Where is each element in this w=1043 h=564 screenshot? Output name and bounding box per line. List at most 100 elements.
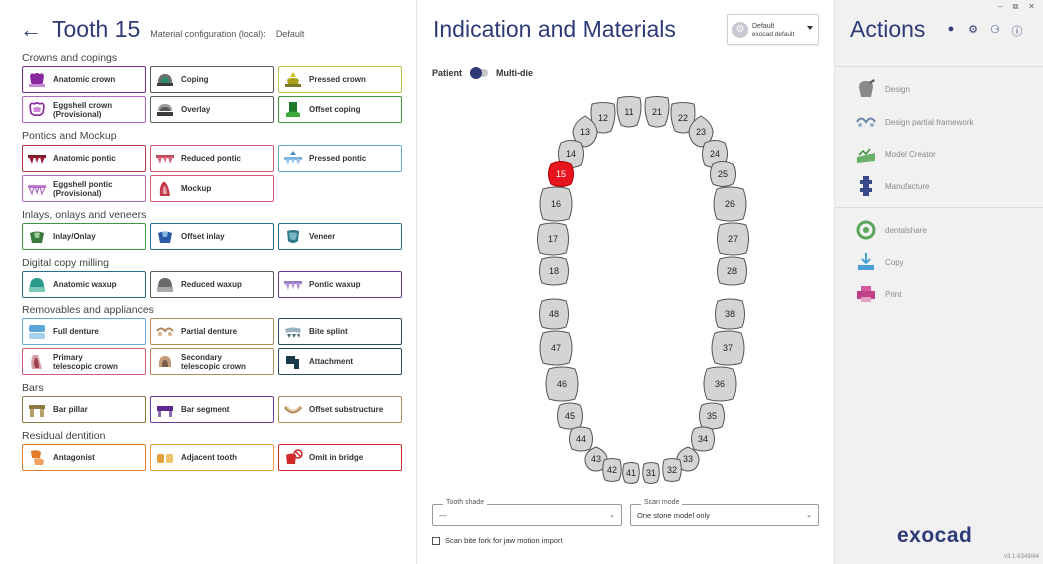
manufacture-icon (855, 175, 877, 197)
print-action[interactable]: Print (855, 283, 901, 305)
tooth-48[interactable]: 48 (537, 297, 571, 331)
design-partial-framework-action[interactable]: Design partial framework (855, 111, 973, 133)
tooth-16[interactable]: 16 (537, 185, 575, 223)
tooth-chart-panel: Indication and Materials ⚙ Default exoca… (418, 0, 833, 564)
offset-inlay-icon (155, 228, 175, 246)
help-icon[interactable]: ⓘ (1011, 26, 1023, 38)
tooth-27[interactable]: 27 (715, 221, 751, 257)
secondary-telescopic-crown-button[interactable]: Secondary telescopic crown (150, 348, 274, 375)
adjacent-tooth-icon (155, 449, 175, 467)
full-denture-button[interactable]: Full denture (22, 318, 146, 345)
reduced-pontic-button[interactable]: Reduced pontic (150, 145, 274, 172)
tooth-31[interactable]: 31 (641, 461, 661, 485)
pressed-crown-button[interactable]: Pressed crown (278, 66, 402, 93)
tooth-15[interactable]: 15 (545, 159, 577, 189)
antagonist-button[interactable]: Antagonist (22, 444, 146, 471)
primary-telescopic-crown-button[interactable]: Primary telescopic crown (22, 348, 146, 375)
tooth-shade-select[interactable]: Tooth shade --- ⌄ (432, 499, 622, 526)
tooth-13[interactable]: 13 (569, 115, 601, 149)
copy-action[interactable]: Copy (855, 251, 904, 273)
offset-coping-icon (283, 101, 303, 119)
scan-mode-select[interactable]: Scan mode One stone model only ⌄ (630, 499, 819, 526)
bite-fork-checkbox[interactable] (432, 536, 440, 545)
anatomic-waxup-icon (27, 276, 47, 294)
center-title: Indication and Materials (433, 16, 676, 42)
tooth-32[interactable]: 32 (661, 457, 683, 483)
pontic-waxup-button[interactable]: Pontic waxup (278, 271, 402, 298)
tooth-38[interactable]: 38 (713, 297, 747, 331)
partial-denture-button[interactable]: Partial denture (150, 318, 274, 345)
tooth-47[interactable]: 47 (537, 329, 575, 367)
anatomic-crown-button[interactable]: Anatomic crown (22, 66, 146, 93)
material-config-label: Material configuration (local): (150, 29, 266, 39)
bell-icon[interactable]: ⚆ (990, 24, 1000, 36)
gear-icon[interactable]: ⚙ (968, 24, 978, 36)
reduced-waxup-button[interactable]: Reduced waxup (150, 271, 274, 298)
pressed-pontic-button[interactable]: Pressed pontic (278, 145, 402, 172)
anatomic-waxup-button[interactable]: Anatomic waxup (22, 271, 146, 298)
tooth-26[interactable]: 26 (711, 185, 749, 223)
eggshell-crown-button[interactable]: Eggshell crown (Provisional) (22, 96, 146, 123)
tooth-25[interactable]: 25 (707, 159, 739, 189)
user-icon[interactable]: ● (947, 23, 955, 35)
close-icon[interactable]: ✕ (1028, 2, 1035, 11)
back-arrow-icon[interactable]: ← (20, 17, 42, 42)
multi-die-toggle[interactable] (470, 67, 489, 79)
exocad-logo: exocad (897, 524, 973, 547)
attachment-button[interactable]: Attachment (278, 348, 402, 375)
bar-pillar-button[interactable]: Bar pillar (22, 396, 146, 423)
mockup-button[interactable]: Mockup (150, 175, 274, 202)
inlay-onlay-button[interactable]: Inlay/Onlay (22, 223, 146, 250)
overlay-icon (155, 101, 175, 119)
tooth-11[interactable]: 11 (613, 95, 645, 129)
tooth-37[interactable]: 37 (709, 329, 747, 367)
preset-label: Default (752, 22, 775, 30)
tooth-33[interactable]: 33 (675, 446, 701, 472)
section-title-bars: Bars (22, 382, 44, 394)
tooth-17[interactable]: 17 (535, 221, 571, 257)
offset-substructure-button[interactable]: Offset substructure (278, 396, 402, 423)
tooth-18[interactable]: 18 (537, 255, 571, 287)
anatomic-pontic-button[interactable]: Anatomic pontic (22, 145, 146, 172)
pressed-pontic-icon (283, 150, 303, 168)
panel-header: ← Tooth 15 Material configuration (local… (20, 16, 304, 52)
actions-panel: – ⧉ ✕ Actions ● ⚙ ⚆ ⓘ Design Design part… (834, 0, 1043, 564)
tooth-34[interactable]: 34 (689, 425, 717, 453)
tooth-44[interactable]: 44 (567, 425, 595, 453)
anatomic-pontic-icon (27, 150, 47, 168)
adjacent-tooth-button[interactable]: Adjacent tooth (150, 444, 274, 471)
printer-icon (855, 283, 877, 305)
tooth-23[interactable]: 23 (685, 115, 717, 149)
eggshell-pontic-button[interactable]: Eggshell pontic (Provisional) (22, 175, 146, 202)
tooth-21[interactable]: 21 (641, 95, 673, 129)
coping-button[interactable]: Coping (150, 66, 274, 93)
material-preset-dropdown[interactable]: ⚙ Default exocad default (727, 14, 819, 45)
design-icon (855, 78, 877, 100)
manufacture-action[interactable]: Manufacture (855, 175, 929, 197)
design-action[interactable]: Design (855, 78, 910, 100)
overlay-button[interactable]: Overlay (150, 96, 274, 123)
model-creator-action[interactable]: Model Creator (855, 143, 936, 165)
tooth-46[interactable]: 46 (543, 365, 581, 403)
bar-pillar-icon (27, 401, 47, 419)
restore-icon[interactable]: ⧉ (1012, 2, 1019, 11)
tooth-35[interactable]: 35 (697, 401, 727, 431)
bar-segment-button[interactable]: Bar segment (150, 396, 274, 423)
tooth-36[interactable]: 36 (701, 365, 739, 403)
veneer-button[interactable]: Veneer (278, 223, 402, 250)
tooth-28[interactable]: 28 (715, 255, 749, 287)
tooth-42[interactable]: 42 (601, 457, 623, 483)
bite-splint-button[interactable]: Bite splint (278, 318, 402, 345)
offset-coping-button[interactable]: Offset coping (278, 96, 402, 123)
tooth-43[interactable]: 43 (583, 446, 609, 472)
reduced-pontic-icon (155, 150, 175, 168)
omit-in-bridge-button[interactable]: Omit in bridge (278, 444, 402, 471)
dentalshare-action[interactable]: dentalshare (855, 219, 927, 241)
minimize-icon[interactable]: – (998, 2, 1003, 11)
offset-inlay-button[interactable]: Offset inlay (150, 223, 274, 250)
section-title-inlays: Inlays, onlays and veneers (22, 209, 147, 221)
tooth-14[interactable]: 14 (555, 137, 587, 171)
dropdown-arrow-icon (807, 26, 813, 30)
tooth-41[interactable]: 41 (621, 461, 641, 485)
